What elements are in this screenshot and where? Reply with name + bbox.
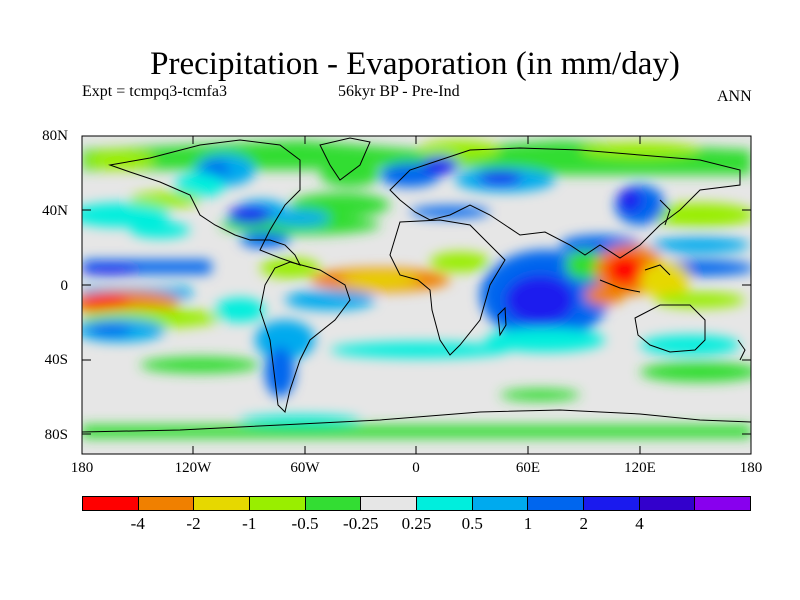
colorbar-swatch bbox=[472, 497, 529, 510]
field-patches bbox=[82, 140, 751, 438]
lon-label-60w: 60W bbox=[290, 460, 320, 476]
experiment-label: Expt = tcmpq3-tcmfa3 bbox=[82, 83, 227, 100]
colorbar-swatch bbox=[639, 497, 696, 510]
colorbar-label: 4 bbox=[635, 514, 644, 533]
colorbar-label: -2 bbox=[186, 514, 201, 533]
colorbar-label: 0.5 bbox=[461, 514, 483, 533]
lat-label-40s: 40S bbox=[44, 352, 68, 368]
lat-label-0: 0 bbox=[60, 278, 69, 294]
lat-label-80n: 80N bbox=[42, 128, 68, 144]
colorbar-swatch bbox=[305, 497, 362, 510]
period-label: 56kyr BP - Pre-Ind bbox=[338, 83, 460, 100]
colorbar-label: -0.25 bbox=[343, 514, 379, 533]
colorbar-swatch bbox=[528, 497, 585, 510]
colorbar-label: -4 bbox=[130, 514, 145, 533]
lat-label-80s: 80S bbox=[44, 427, 68, 443]
colorbar-label: 0.25 bbox=[401, 514, 432, 533]
colorbar-swatch bbox=[417, 497, 473, 510]
colorbar-label: 1 bbox=[523, 514, 533, 533]
colorbar-swatch bbox=[695, 497, 751, 510]
colorbar-swatch bbox=[250, 497, 306, 510]
colorbar-label: -0.5 bbox=[291, 514, 319, 533]
lon-label-60e: 60E bbox=[515, 460, 541, 476]
lon-label-180w: 180 bbox=[70, 460, 94, 476]
lon-label-0: 0 bbox=[412, 460, 420, 476]
season-label: ANN bbox=[717, 88, 752, 105]
colorbar-swatch bbox=[194, 497, 251, 510]
colorbar-swatch bbox=[138, 497, 195, 510]
colorbar-label: -1 bbox=[242, 514, 257, 533]
coastlines bbox=[82, 137, 751, 433]
plot-title: Precipitation - Evaporation (in mm/day) bbox=[150, 46, 680, 82]
colorbar-swatch bbox=[584, 497, 640, 510]
colorbar-swatch bbox=[83, 497, 139, 510]
axis-ticks bbox=[82, 135, 751, 454]
colorbar-label: 2 bbox=[579, 514, 589, 533]
lon-label-180e: 180 bbox=[739, 460, 763, 476]
lon-label-120e: 120E bbox=[624, 460, 656, 476]
lon-label-120w: 120W bbox=[174, 460, 212, 476]
colorbar bbox=[82, 496, 751, 511]
lat-label-40n: 40N bbox=[42, 203, 68, 219]
colorbar-swatch bbox=[361, 497, 418, 510]
